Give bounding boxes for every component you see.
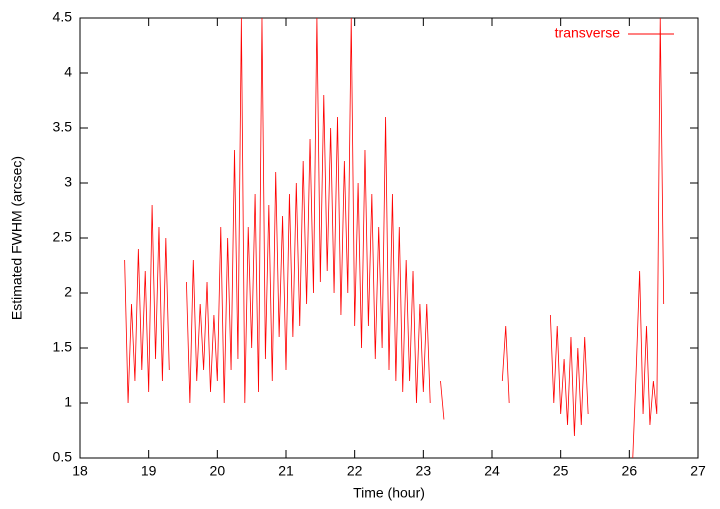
y-tick-label: 0.5 xyxy=(53,449,73,465)
y-tick-label: 3.5 xyxy=(53,119,73,135)
y-axis-label: Estimated FWHM (arcsec) xyxy=(9,156,25,320)
x-tick-label: 21 xyxy=(278,463,294,479)
x-tick-label: 22 xyxy=(347,463,363,479)
legend-label: transverse xyxy=(555,25,621,41)
x-tick-label: 18 xyxy=(72,463,88,479)
x-tick-label: 25 xyxy=(553,463,569,479)
y-tick-label: 1.5 xyxy=(53,339,73,355)
y-tick-label: 1 xyxy=(64,394,72,410)
x-tick-label: 26 xyxy=(622,463,638,479)
y-tick-label: 3 xyxy=(64,174,72,190)
x-tick-label: 24 xyxy=(484,463,500,479)
x-tick-label: 23 xyxy=(416,463,432,479)
y-tick-label: 4.5 xyxy=(53,9,73,25)
x-tick-label: 19 xyxy=(141,463,157,479)
x-tick-label: 20 xyxy=(210,463,226,479)
y-tick-label: 2 xyxy=(64,284,72,300)
y-tick-label: 2.5 xyxy=(53,229,73,245)
plot-border xyxy=(79,17,699,459)
x-axis-label: Time (hour) xyxy=(353,485,425,501)
x-tick-label: 27 xyxy=(690,463,706,479)
data-line xyxy=(124,18,665,458)
y-tick-label: 4 xyxy=(64,64,72,80)
